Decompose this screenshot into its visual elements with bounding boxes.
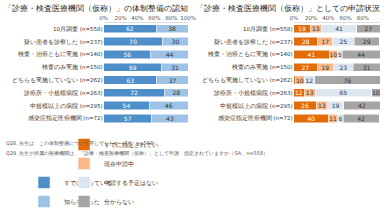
svg-text:28: 28 [302,38,310,45]
svg-text:60%: 60% [339,15,351,21]
svg-text:29: 29 [363,38,371,45]
svg-text:中規模以上の病院 (n=295): 中規模以上の病院 (n=295) [220,102,293,109]
svg-text:知らなかった: 知らなかった [64,198,100,205]
svg-text:100%: 100% [180,15,196,21]
svg-text:申請する予定はない: 申請する予定はない [104,179,158,187]
svg-text:検査・治療ともに実施 (n=140): 検査・治療ともに実施 (n=140) [208,50,293,57]
svg-text:41: 41 [335,25,343,32]
svg-text:0%: 0% [99,15,108,21]
svg-text:41: 41 [308,51,316,58]
svg-text:31: 31 [171,64,179,71]
svg-text:Q28. 先生は、この体制整備について存じでしたか（SA、n: Q28. 先生は、この体制整備について存じでしたか（SA、n=558） [6,140,158,146]
svg-text:23: 23 [340,64,348,71]
svg-text:中規模以上の病院 (n=295): 中規模以上の病院 (n=295) [30,102,103,109]
svg-text:13: 13 [318,102,326,109]
svg-text:44: 44 [357,51,365,58]
svg-text:感染症指定医療機関 (n=72): 感染症指定医療機関 (n=72) [28,114,103,121]
svg-text:17: 17 [321,38,329,45]
svg-text:44: 44 [166,51,174,58]
svg-text:72: 72 [130,89,138,96]
svg-text:13: 13 [312,25,320,32]
svg-text:80%: 80% [165,15,177,21]
svg-text:6: 6 [338,115,342,122]
svg-text:25: 25 [340,38,348,45]
svg-text:分からない: 分からない [104,199,134,206]
svg-text:10月調査 (n=558): 10月調査 (n=558) [243,25,293,32]
svg-text:10: 10 [372,89,380,96]
svg-text:56: 56 [123,51,131,58]
svg-text:5: 5 [338,51,342,58]
svg-text:60%: 60% [148,15,160,21]
svg-text:「診療・検査医療機関（仮称）」としての申請状況: 「診療・検査医療機関（仮称）」としての申請状況 [196,4,380,13]
svg-text:37: 37 [169,77,177,84]
svg-text:感染症指定医療機関 (n=72): 感染症指定医療機関 (n=72) [218,114,293,121]
svg-text:31: 31 [363,64,371,71]
svg-text:42: 42 [357,115,365,122]
svg-text:63: 63 [126,77,134,84]
svg-text:疑い患者を診察した (n=237): 疑い患者を診察した (n=237) [214,38,293,45]
svg-text:40%: 40% [131,15,143,21]
svg-text:検査のみ実施 (n=150): 検査のみ実施 (n=150) [232,63,293,70]
svg-text:疑い患者を診察した (n=237): 疑い患者を診察した (n=237) [24,38,103,45]
svg-text:65: 65 [340,89,348,96]
svg-text:10月調査 (n=558): 10月調査 (n=558) [53,25,103,32]
svg-text:70: 70 [129,38,137,45]
svg-text:現在申請中: 現在申請中 [104,161,134,167]
svg-text:19: 19 [332,102,340,109]
svg-text:診療所・小規模病院 (n=263): 診療所・小規模病院 (n=263) [24,89,103,96]
svg-text:38: 38 [168,25,176,32]
svg-text:10: 10 [296,77,304,84]
svg-text:43: 43 [166,115,174,122]
svg-text:すでに指定されている: すでに指定されている [104,141,159,149]
svg-text:28: 28 [172,89,180,96]
svg-text:69: 69 [129,64,137,71]
svg-text:27: 27 [365,25,373,32]
svg-text:11: 11 [329,115,337,122]
svg-text:40%: 40% [322,15,334,21]
svg-text:19: 19 [298,25,306,32]
svg-text:Q29. 先生が所属の医療機関は、「診療・検査医療機関（仮称: Q29. 先生が所属の医療機関は、「診療・検査医療機関（仮称）」として申請、指定… [6,150,268,156]
svg-text:20%: 20% [114,15,126,21]
svg-text:検査のみ実施 (n=150): 検査のみ実施 (n=150) [42,63,103,70]
svg-text:12: 12 [295,89,303,96]
svg-text:19: 19 [321,64,329,71]
svg-text:54: 54 [123,102,131,109]
svg-text:42: 42 [358,102,366,109]
svg-text:20%: 20% [305,15,317,21]
svg-text:どちらも実施していない (n=262): どちらも実施していない (n=262) [12,76,103,84]
svg-text:0%: 0% [289,15,298,21]
svg-text:12: 12 [305,77,313,84]
svg-text:13: 13 [306,89,314,96]
svg-text:80%: 80% [357,15,369,21]
svg-text:26: 26 [301,102,309,109]
svg-text:検査・治療ともに実施 (n=140): 検査・治療ともに実施 (n=140) [18,50,103,57]
svg-text:10: 10 [330,51,338,58]
svg-text:40: 40 [307,115,315,122]
svg-text:76: 76 [343,77,351,84]
svg-text:46: 46 [165,102,173,109]
svg-text:30: 30 [172,38,180,45]
svg-text:57: 57 [124,115,132,122]
svg-text:62: 62 [126,25,134,32]
svg-text:「診療・検査医療機関（仮称）」の体制整備の認知: 「診療・検査医療機関（仮称）」の体制整備の認知 [4,4,188,13]
svg-text:27: 27 [302,64,310,71]
svg-text:どちらも実施していない (n=262): どちらも実施していない (n=262) [202,76,293,84]
svg-text:診療所・小規模病院 (n=263): 診療所・小規模病院 (n=263) [214,89,293,96]
